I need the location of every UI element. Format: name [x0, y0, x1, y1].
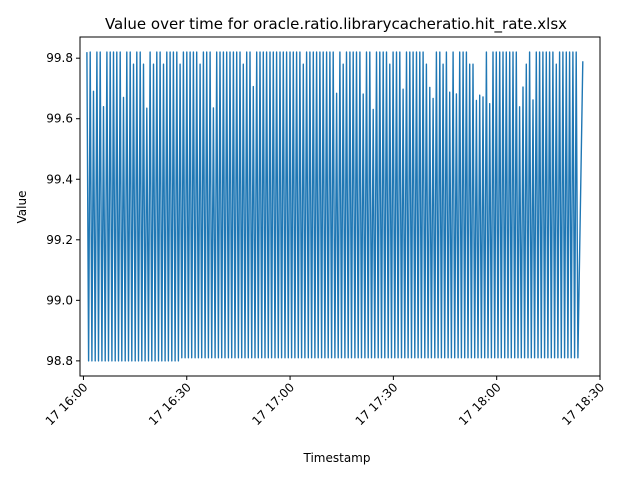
x-axis-label: Timestamp	[303, 451, 371, 465]
series-line	[86, 51, 584, 362]
x-tick-label: 17 18:00	[456, 380, 504, 428]
plot-area	[86, 51, 584, 362]
y-tick-label: 99.4	[46, 172, 73, 186]
x-tick-label: 17 18:30	[559, 380, 607, 428]
y-tick-label: 99.8	[46, 51, 73, 65]
y-tick-label: 99.6	[46, 112, 73, 126]
y-tick-label: 99.2	[46, 233, 73, 247]
chart-title: Value over time for oracle.ratio.library…	[105, 15, 567, 34]
y-tick-label: 98.8	[46, 354, 73, 368]
plot-frame	[79, 36, 601, 377]
y-tick-label: 99.0	[46, 293, 73, 307]
y-axis: 98.8 99.0 99.2 99.4 99.6 99.8	[46, 51, 80, 368]
x-axis: 17 16:00 17 16:30 17 17:00 17 17:30 17 18:00…	[43, 376, 607, 428]
y-axis-label: Value	[15, 191, 29, 224]
x-tick-label: 17 17:00	[249, 380, 297, 428]
x-tick-label: 17 16:00	[43, 380, 91, 428]
x-tick-label: 17 17:30	[353, 380, 401, 428]
x-tick-label: 17 16:30	[146, 380, 194, 428]
